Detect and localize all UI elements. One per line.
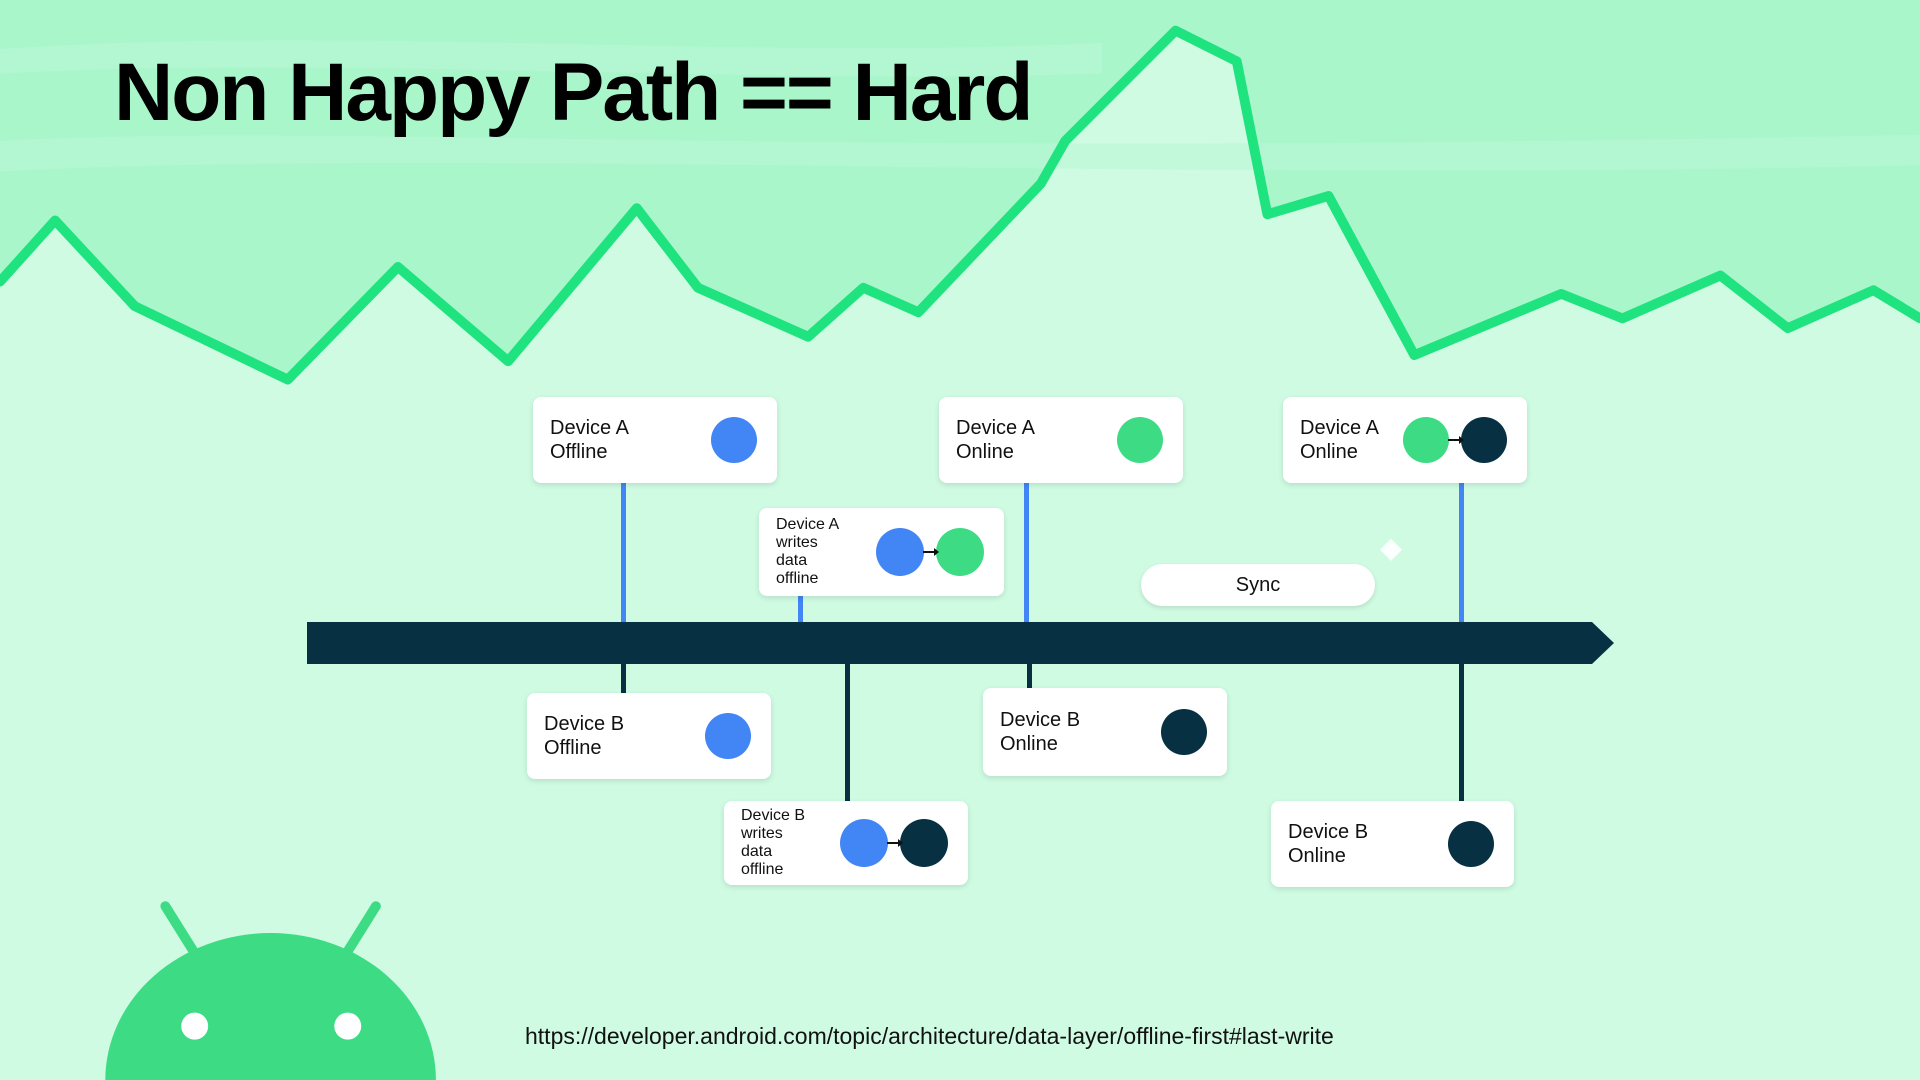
offline-state-dot (840, 819, 888, 867)
arrow-icon (923, 548, 939, 556)
connector-b-writes (845, 663, 850, 802)
timeline-arrow-icon (1592, 622, 1614, 664)
event-card: Device A writes data offline (759, 508, 1004, 596)
android-robot-icon (105, 901, 436, 1080)
connector-b-online (1027, 663, 1032, 689)
remote-data-state-dot (900, 819, 948, 867)
event-label: Device B Online (1000, 709, 1081, 755)
local-write-state-dot (1403, 417, 1449, 463)
event-label: Device A Online (1300, 417, 1378, 463)
arrow-icon (1448, 436, 1464, 444)
event-label: Device B Online (1288, 821, 1369, 867)
connector-b-offline (621, 663, 626, 694)
event-label: Device A writes data offline (776, 516, 839, 587)
connector-a-online-2 (1459, 483, 1464, 623)
event-card: Device A Offline (533, 397, 777, 483)
timeline-bar (307, 622, 1592, 664)
remote-data-state-dot (1161, 709, 1207, 755)
offline-state-dot (711, 417, 757, 463)
connector-a-online (1024, 483, 1029, 623)
event-label: Device A Offline (550, 417, 628, 463)
connector-b-online-2 (1459, 663, 1464, 802)
remote-data-state-dot (1448, 821, 1494, 867)
local-write-state-dot (1117, 417, 1163, 463)
local-write-state-dot (936, 528, 984, 576)
arrow-icon (887, 839, 903, 847)
offline-state-dot (705, 713, 751, 759)
reference-link[interactable]: https://developer.android.com/topic/arch… (525, 1023, 1334, 1049)
event-card: Device B Offline (527, 693, 771, 779)
event-label: Device B writes data offline (741, 807, 806, 878)
event-card: Device A Online (1283, 397, 1527, 483)
event-label: Device A Online (956, 417, 1034, 463)
event-card: Device B Online (983, 688, 1227, 776)
offline-state-dot (876, 528, 924, 576)
sync-label: Sync (1141, 564, 1375, 606)
event-card: Device B Online (1271, 801, 1514, 887)
remote-data-state-dot (1461, 417, 1507, 463)
connector-a-offline (621, 483, 626, 623)
event-label: Device B Offline (544, 713, 625, 759)
connector-a-writes (798, 596, 803, 623)
event-card: Device A Online (939, 397, 1183, 483)
event-card: Device B writes data offline (724, 801, 968, 885)
slide-title: Non Happy Path == Hard (114, 47, 1033, 138)
